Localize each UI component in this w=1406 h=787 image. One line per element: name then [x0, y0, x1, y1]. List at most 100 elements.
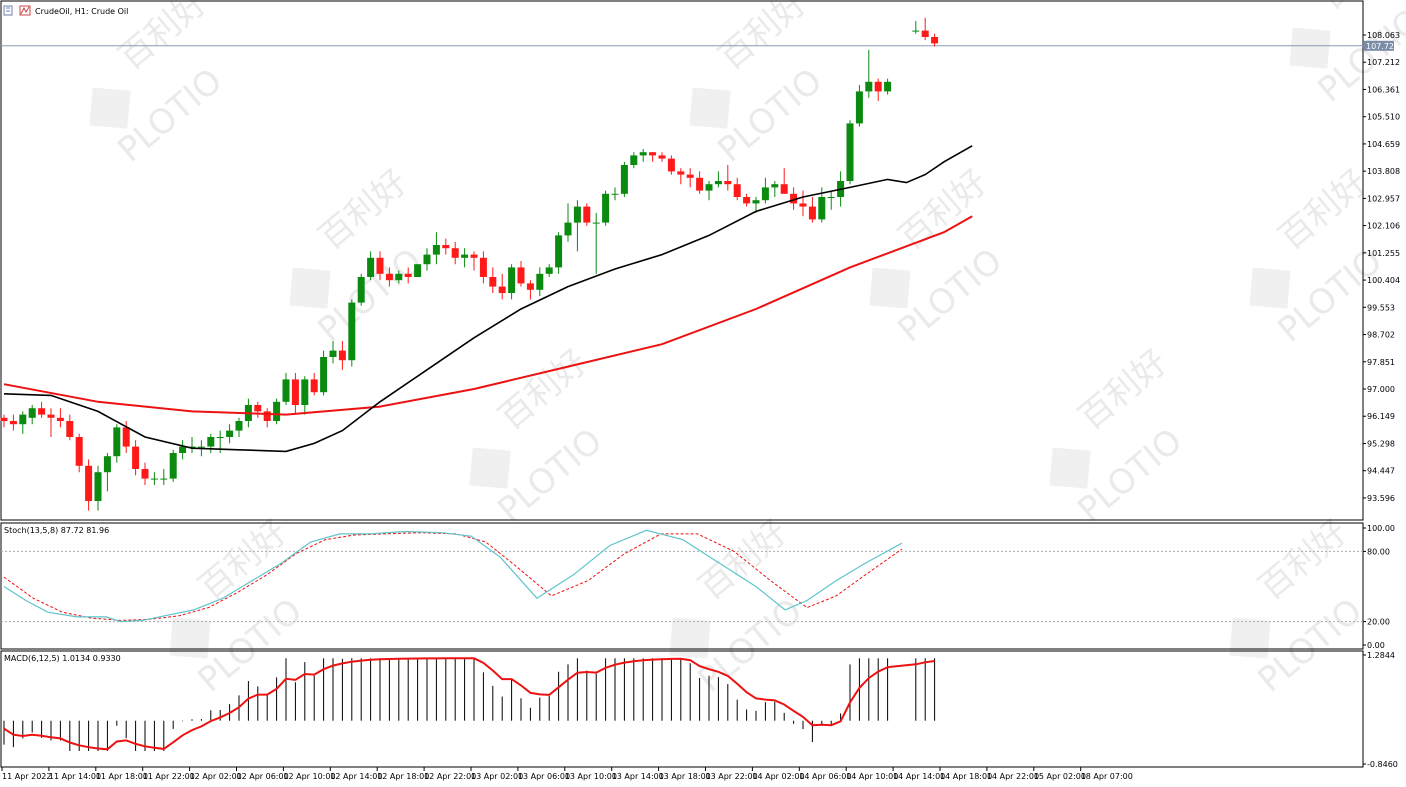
watermark-diamond	[289, 267, 331, 309]
candle-body	[489, 277, 497, 287]
candle-body	[338, 350, 346, 361]
candle-body	[0, 417, 8, 421]
symbol-icon[interactable]	[19, 5, 31, 16]
candle-body	[705, 184, 713, 191]
candle-body	[348, 302, 356, 361]
candle-body	[790, 193, 798, 204]
candle-body	[714, 181, 722, 185]
candle-body	[103, 456, 111, 473]
price-tick-label: 93.596	[1367, 494, 1395, 503]
stoch-tick-label: 20.00	[1367, 618, 1390, 627]
time-tick-label: 14 Apr 14:00	[893, 772, 945, 781]
candle-body	[75, 437, 83, 466]
candle-body	[395, 273, 403, 281]
watermark-diamond	[89, 87, 131, 129]
candle-body	[752, 200, 760, 204]
time-tick-label: 12 Apr 18:00	[377, 772, 429, 781]
stoch-label: Stoch(13,5,8) 87.72 81.96	[4, 526, 109, 535]
candle-body	[555, 235, 563, 268]
time-tick-label: 13 Apr 22:00	[706, 772, 758, 781]
candle-body	[56, 417, 64, 421]
candle-body	[874, 81, 882, 92]
watermark-diamond	[869, 267, 911, 309]
time-tick-label: 18 Apr 07:00	[1081, 772, 1133, 781]
watermark-diamond	[169, 617, 211, 659]
price-tick-label: 103.808	[1367, 167, 1400, 176]
candle-body	[169, 453, 177, 479]
price-tick-label: 101.255	[1367, 249, 1400, 258]
candle-body	[921, 30, 929, 37]
candle-body	[254, 405, 262, 412]
candle-body	[9, 421, 17, 425]
price-axis[interactable]: 108.063 107.212 106.361 105.510 104.659 103.8…	[1363, 31, 1400, 503]
candle-body	[808, 206, 816, 220]
candle-body	[696, 177, 704, 191]
candle-body	[620, 165, 628, 194]
stochastic-indicator: 100.00 80.00 20.00 0.00	[1, 524, 1395, 650]
candle-body	[329, 350, 337, 357]
candle-body	[470, 254, 478, 258]
candle-body	[207, 437, 215, 447]
candle-body	[649, 152, 657, 156]
stoch-main-line	[3, 529, 903, 623]
candle-body	[357, 277, 365, 303]
stoch-pane[interactable]	[0, 522, 1364, 650]
candle-body	[771, 184, 779, 188]
candle-body	[827, 197, 835, 198]
candle-body	[545, 267, 553, 274]
candle-body	[216, 437, 224, 438]
candle-body	[179, 446, 187, 453]
candle-body	[197, 446, 205, 448]
candle-body	[282, 379, 290, 402]
sma-fast-line	[3, 145, 973, 453]
candle-body	[38, 408, 46, 415]
price-tick-label: 97.851	[1367, 358, 1395, 367]
watermark-diamond	[1229, 617, 1271, 659]
candle-body	[799, 203, 807, 207]
price-tick-label: 98.702	[1367, 331, 1395, 340]
price-tick-label: 95.298	[1367, 439, 1395, 448]
time-tick-label: 14 Apr 10:00	[846, 772, 898, 781]
watermark-diamond	[469, 447, 511, 489]
price-tick-label: 104.659	[1367, 140, 1400, 149]
candle-body	[517, 267, 525, 284]
candle-body	[310, 379, 318, 393]
time-tick-label: 14 Apr 22:00	[987, 772, 1039, 781]
price-tick-label: 94.447	[1367, 467, 1395, 476]
candle-body	[667, 158, 675, 172]
macd-tick-label: -0.8460	[1367, 760, 1398, 769]
candle-body	[235, 421, 243, 431]
candle-body	[639, 152, 647, 156]
candle-body	[677, 171, 685, 175]
candle-body	[818, 197, 826, 220]
candle-body	[320, 357, 328, 393]
candle-body	[273, 401, 281, 421]
main-pane[interactable]	[0, 0, 1364, 521]
candle-body	[301, 379, 309, 405]
time-tick-label: 13 Apr 18:00	[659, 772, 711, 781]
candle-body	[132, 446, 140, 469]
price-tick-label: 106.361	[1367, 85, 1400, 94]
candle-body	[28, 408, 36, 418]
candle-body	[113, 427, 121, 457]
watermark-diamond	[1249, 267, 1291, 309]
time-tick-label: 14 Apr 02:00	[752, 772, 804, 781]
candle-body	[573, 206, 581, 223]
sma-slow-line	[3, 215, 973, 416]
chart-type-icon[interactable]	[3, 5, 13, 16]
candle-body	[686, 174, 694, 178]
current-price-tag	[1364, 40, 1394, 51]
macd-label: MACD(6,12,5) 1.0134 0.9330	[4, 654, 121, 663]
candle-body	[47, 414, 55, 418]
time-tick-label: 11 Apr 22:00	[143, 772, 195, 781]
candle-body	[865, 81, 873, 92]
macd-pane[interactable]	[0, 650, 1364, 768]
candle-body	[912, 30, 920, 32]
watermark-diamond	[669, 617, 711, 659]
